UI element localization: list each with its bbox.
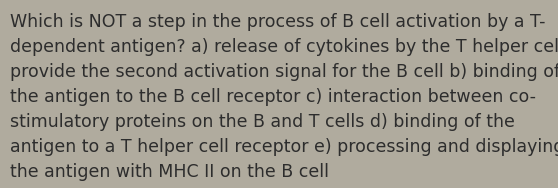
Text: the antigen with MHC II on the B cell: the antigen with MHC II on the B cell [10, 163, 329, 181]
Text: the antigen to the B cell receptor c) interaction between co-: the antigen to the B cell receptor c) in… [10, 88, 536, 106]
Text: stimulatory proteins on the B and T cells d) binding of the: stimulatory proteins on the B and T cell… [10, 113, 515, 131]
Text: dependent antigen? a) release of cytokines by the T helper cell: dependent antigen? a) release of cytokin… [10, 38, 558, 56]
Text: provide the second activation signal for the B cell b) binding of: provide the second activation signal for… [10, 63, 558, 81]
Text: Which is NOT a step in the process of B cell activation by a T-: Which is NOT a step in the process of B … [10, 13, 546, 31]
Text: antigen to a T helper cell receptor e) processing and displaying: antigen to a T helper cell receptor e) p… [10, 138, 558, 156]
